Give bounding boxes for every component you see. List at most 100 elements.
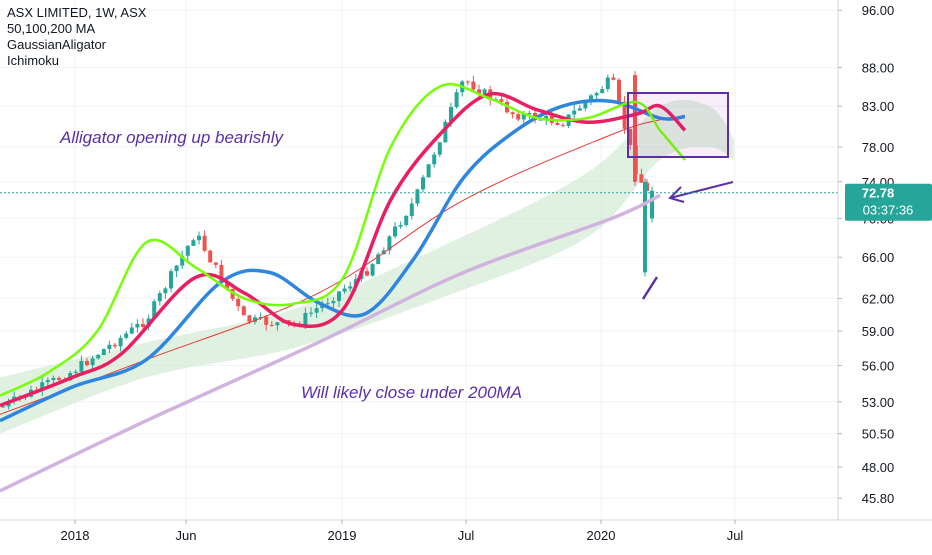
- drawing-arrow-head[interactable]: [668, 186, 685, 203]
- drawing-tick-mark[interactable]: [641, 276, 659, 300]
- candle-body-93[interactable]: [521, 114, 526, 120]
- candle-body-102[interactable]: [572, 110, 577, 115]
- candle-body-103[interactable]: [577, 108, 582, 111]
- candle-body-79[interactable]: [443, 121, 448, 143]
- candle-body-13[interactable]: [73, 371, 78, 373]
- candle-body-28[interactable]: [157, 293, 162, 302]
- candle-body-46[interactable]: [258, 316, 263, 318]
- candle-body-33[interactable]: [185, 245, 190, 256]
- candle-body-77[interactable]: [432, 154, 437, 165]
- candle-body-27[interactable]: [152, 301, 157, 319]
- legend-symbol[interactable]: ASX LIMITED, 1W, ASX: [7, 5, 147, 20]
- candle-body-43[interactable]: [241, 306, 246, 316]
- candle-body-47[interactable]: [264, 316, 269, 325]
- candle-body-109[interactable]: [611, 77, 616, 80]
- crash-body-1[interactable]: [643, 181, 647, 273]
- candle-body-7[interactable]: [40, 382, 45, 391]
- candle-body-24[interactable]: [135, 323, 140, 328]
- candle-body-55[interactable]: [309, 312, 313, 314]
- candle-body-106[interactable]: [594, 93, 599, 96]
- candle-body-107[interactable]: [600, 89, 605, 94]
- candle-body-97[interactable]: [544, 115, 549, 120]
- ma200-line[interactable]: [0, 193, 661, 493]
- crash-body-0[interactable]: [633, 75, 637, 182]
- candle-body-16[interactable]: [90, 358, 95, 366]
- candle-body-110[interactable]: [617, 79, 621, 102]
- candle-body-72[interactable]: [404, 215, 409, 226]
- candle-body-21[interactable]: [118, 337, 123, 347]
- candle-body-9[interactable]: [51, 377, 56, 381]
- candle-body-86[interactable]: [482, 89, 487, 95]
- candle-body-18[interactable]: [101, 349, 106, 355]
- candle-body-14[interactable]: [79, 360, 84, 372]
- candle-body-8[interactable]: [45, 380, 50, 383]
- candle-body-22[interactable]: [124, 333, 129, 338]
- candle-body-84[interactable]: [471, 81, 476, 90]
- legend-ichimoku[interactable]: Ichimoku: [7, 53, 60, 68]
- candle-body-35[interactable]: [197, 235, 201, 241]
- candle-body-74[interactable]: [415, 189, 420, 204]
- candle-body-31[interactable]: [174, 265, 179, 272]
- candle-body-112[interactable]: [628, 128, 633, 145]
- candle-body-41[interactable]: [230, 288, 235, 299]
- candle-body-42[interactable]: [236, 298, 241, 307]
- candle-body-67[interactable]: [376, 254, 381, 265]
- legend-ma[interactable]: 50,100,200 MA: [7, 21, 96, 36]
- candle-body-54[interactable]: [303, 312, 308, 325]
- candle-body-19[interactable]: [107, 344, 112, 350]
- candle-body-99[interactable]: [555, 122, 560, 125]
- legend-alligator[interactable]: GaussianAligator: [7, 37, 106, 52]
- candle-body-73[interactable]: [409, 203, 414, 216]
- candle-body-80[interactable]: [449, 106, 453, 122]
- candle-body-70[interactable]: [393, 226, 397, 237]
- candle-body-66[interactable]: [370, 264, 375, 276]
- candle-body-49[interactable]: [275, 322, 280, 326]
- candle-body-59[interactable]: [331, 301, 336, 304]
- candle-body-25[interactable]: [141, 323, 145, 328]
- candle-body-38[interactable]: [213, 262, 218, 265]
- candle-body-17[interactable]: [96, 354, 101, 359]
- annotation-alligator[interactable]: Alligator opening up bearishly: [60, 128, 284, 147]
- candle-body-92[interactable]: [516, 114, 521, 120]
- candle-body-15[interactable]: [85, 360, 89, 366]
- candle-body-60[interactable]: [337, 291, 341, 302]
- candle-body-40[interactable]: [225, 282, 229, 289]
- price-badge[interactable]: [845, 183, 932, 221]
- candle-body-65[interactable]: [365, 271, 369, 276]
- candle-body-76[interactable]: [426, 164, 431, 178]
- candle-body-58[interactable]: [325, 303, 330, 305]
- candle-body-83[interactable]: [465, 81, 470, 83]
- candle-body-94[interactable]: [527, 112, 532, 115]
- drawing-arrow-line[interactable]: [669, 181, 734, 199]
- candle-body-100[interactable]: [561, 124, 565, 126]
- candle-body-20[interactable]: [113, 344, 117, 347]
- alligator-jaw-line[interactable]: [0, 98, 686, 423]
- candle-body-108[interactable]: [605, 77, 610, 90]
- alligator-lips-line[interactable]: [0, 82, 686, 397]
- candle-body-30[interactable]: [169, 271, 173, 289]
- candle-body-114[interactable]: [639, 174, 644, 183]
- candle-body-96[interactable]: [538, 119, 543, 121]
- candle-body-23[interactable]: [129, 327, 134, 334]
- candle-body-29[interactable]: [163, 288, 168, 294]
- candle-body-34[interactable]: [191, 240, 196, 246]
- candle-body-85[interactable]: [477, 89, 481, 95]
- alligator-teeth-line[interactable]: [0, 91, 687, 408]
- candle-body-105[interactable]: [589, 95, 593, 102]
- candle-body-36[interactable]: [202, 235, 207, 251]
- candle-body-44[interactable]: [247, 315, 252, 322]
- annotation-200ma[interactable]: Will likely close under 200MA: [301, 383, 522, 402]
- candle-body-37[interactable]: [208, 250, 213, 263]
- candle-body-0[interactable]: [1, 406, 5, 408]
- candle-body-91[interactable]: [510, 112, 515, 115]
- candle-body-48[interactable]: [269, 324, 274, 326]
- candle-body-45[interactable]: [253, 317, 257, 322]
- candle-body-104[interactable]: [583, 101, 588, 109]
- drawing-box[interactable]: [627, 92, 729, 158]
- candle-body-89[interactable]: [499, 99, 504, 102]
- candle-body-56[interactable]: [314, 308, 319, 313]
- candle-body-39[interactable]: [219, 264, 224, 283]
- candle-body-62[interactable]: [348, 286, 353, 289]
